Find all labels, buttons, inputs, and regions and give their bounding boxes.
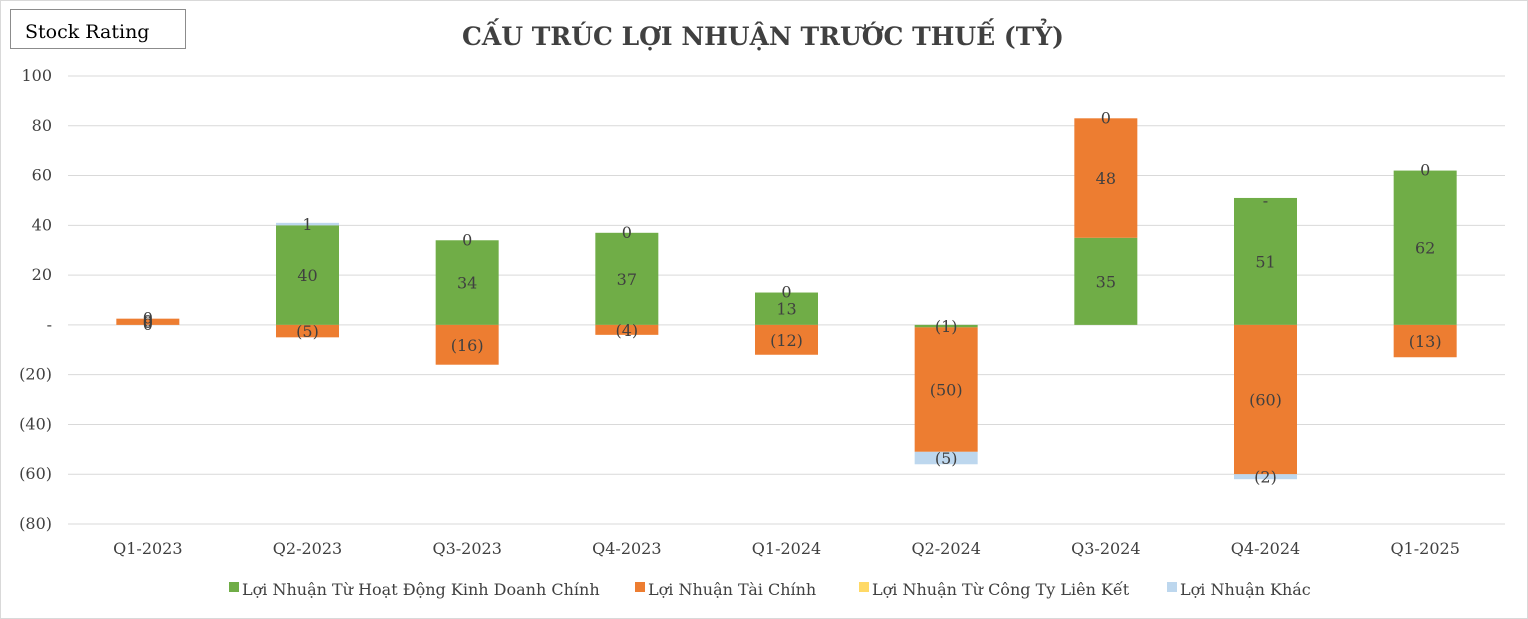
bar-segment	[1234, 324, 1297, 475]
data-label: 0	[143, 309, 153, 328]
bar-segment	[914, 327, 978, 452]
y-tick-label: (20)	[19, 365, 52, 384]
data-label: 35	[1096, 272, 1116, 291]
y-axis-labels: 100 80 60 40 20 - (20) (40) (60) (80)	[19, 66, 52, 533]
legend-swatch	[1167, 582, 1177, 592]
y-tick-label: 60	[32, 166, 52, 185]
legend-swatch	[635, 582, 645, 592]
stock-rating-badge: Stock Rating	[10, 9, 186, 49]
bars	[116, 118, 1457, 480]
data-label: 0	[1420, 161, 1430, 180]
data-label: 48	[1096, 169, 1116, 188]
data-label: (12)	[770, 331, 803, 350]
x-tick-label: Q4-2024	[1231, 539, 1300, 558]
bar-segment	[1234, 197, 1297, 325]
x-axis-labels: Q1-2023 Q2-2023 Q3-2023 Q4-2023 Q1-2024 Q2-20…	[113, 539, 1460, 558]
bar-segment	[1234, 474, 1297, 480]
x-tick-label: Q4-2023	[592, 539, 661, 558]
legend-swatch	[859, 582, 869, 592]
data-label: (60)	[1249, 391, 1282, 410]
x-tick-label: Q2-2024	[911, 539, 980, 558]
data-label: 0	[143, 313, 153, 332]
data-label: 0	[462, 230, 472, 249]
bar-segment	[1074, 118, 1138, 238]
legend: Lợi Nhuận Từ Hoạt Động Kinh Doanh Chính L…	[229, 580, 1311, 599]
bar-segment	[1393, 170, 1457, 325]
data-label: -	[1263, 191, 1268, 210]
data-label: 40	[297, 266, 317, 285]
data-label: 0	[1101, 108, 1111, 127]
data-label: (2)	[1254, 468, 1277, 487]
data-label: (4)	[615, 321, 638, 340]
y-tick-label: -	[47, 315, 52, 334]
y-tick-label: 100	[21, 66, 52, 85]
data-labels: 0 40 34 37 13 (1) 35 51 62 0 (5) (16) (4) (12) (50) 48 (…	[143, 108, 1442, 486]
y-tick-label: 40	[32, 215, 52, 234]
data-label: 51	[1255, 252, 1275, 271]
data-label: (13)	[1409, 332, 1442, 351]
legend-label: Lợi Nhuận Tài Chính	[648, 580, 816, 599]
bar-segment	[276, 324, 339, 338]
x-tick-label: Q1-2023	[113, 539, 182, 558]
data-label: 62	[1415, 239, 1435, 258]
bar-segment	[595, 324, 659, 335]
bar-segment	[595, 232, 659, 325]
data-label: 0	[781, 283, 791, 302]
bar-segment	[276, 225, 339, 325]
data-label: (16)	[451, 336, 484, 355]
legend-swatch	[229, 582, 239, 592]
data-label: 13	[776, 300, 796, 319]
y-tick-label: (40)	[19, 414, 52, 433]
legend-label: Lợi Nhuận Từ Hoạt Động Kinh Doanh Chính	[242, 580, 600, 599]
y-tick-label: (60)	[19, 464, 52, 483]
x-tick-label: Q2-2023	[273, 539, 342, 558]
data-label: 34	[457, 274, 477, 293]
data-label: 1	[302, 215, 312, 234]
legend-label: Lợi Nhuận Từ Công Ty Liên Kết	[872, 580, 1130, 599]
bar-segment	[755, 292, 818, 325]
bar-segment	[914, 451, 978, 465]
data-label: 0	[143, 312, 153, 331]
bar-segment	[435, 324, 499, 365]
x-tick-label: Q3-2024	[1071, 539, 1140, 558]
data-label: 37	[617, 270, 637, 289]
bar-segment	[755, 324, 818, 355]
x-tick-label: Q1-2025	[1390, 539, 1459, 558]
y-tick-label: 20	[32, 265, 52, 284]
x-tick-label: Q3-2023	[432, 539, 501, 558]
data-label: (5)	[296, 322, 319, 341]
bar-segment	[1393, 324, 1457, 358]
legend-label: Lợi Nhuận Khác	[1180, 580, 1311, 599]
bar-segment	[1074, 237, 1138, 325]
data-label: (1)	[935, 317, 958, 336]
data-label: 0	[622, 223, 632, 242]
bar-segment	[116, 318, 180, 325]
bar-segment	[435, 240, 499, 325]
data-label: (5)	[935, 449, 958, 468]
y-tick-label: 80	[32, 116, 52, 135]
x-tick-label: Q1-2024	[752, 539, 821, 558]
data-label: 0	[143, 315, 153, 334]
bar-segment	[276, 222, 339, 226]
chart-title: CẤU TRÚC LỢI NHUẬN TRƯỚC THUẾ (TỶ)	[462, 19, 1064, 51]
y-tick-label: (80)	[19, 514, 52, 533]
data-label: (50)	[930, 381, 963, 400]
bar-segment	[914, 324, 978, 328]
